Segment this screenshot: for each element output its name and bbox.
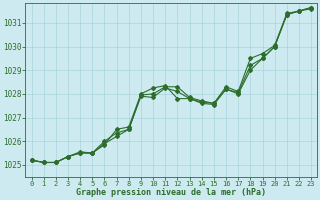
X-axis label: Graphe pression niveau de la mer (hPa): Graphe pression niveau de la mer (hPa): [76, 188, 266, 197]
